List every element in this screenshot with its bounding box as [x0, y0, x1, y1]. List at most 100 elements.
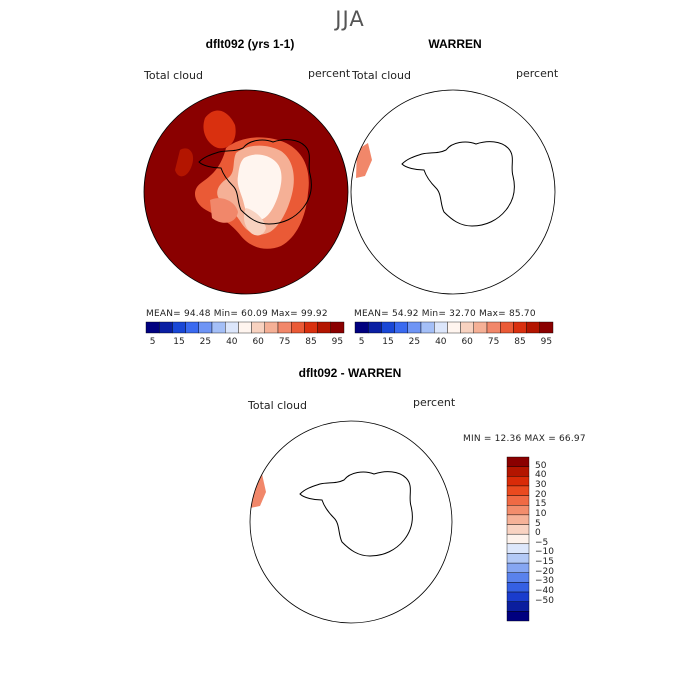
colorbar-panel-1-swatch [330, 321, 345, 334]
colorbar-panel-2-swatch [381, 321, 395, 334]
colorbar-difference-swatch [506, 476, 530, 487]
colorbar-difference-swatch [506, 524, 530, 535]
panel-2-units: percent [516, 67, 559, 80]
colorbar-difference [506, 456, 530, 622]
colorbar-panel-2-tick-label: 25 [408, 337, 421, 347]
panel-2-map-frame [350, 89, 556, 295]
panel-1-stats: MEAN= 94.48 Min= 60.09 Max= 99.92 [146, 309, 328, 319]
colorbar-panel-2-swatch [526, 321, 540, 334]
colorbar-difference-tick-label: 20 [535, 489, 547, 500]
colorbar-panel-1-tick-label: 25 [199, 337, 212, 347]
season-title: JJA [335, 7, 365, 31]
colorbar-panel-1-tick-label: 75 [278, 337, 291, 347]
colorbar-panel-1 [145, 321, 345, 334]
colorbar-panel-1-tick-label: 15 [173, 337, 185, 347]
colorbar-difference-swatch [506, 456, 530, 467]
colorbar-panel-1-swatch [145, 321, 160, 334]
colorbar-difference-tick-label: 5 [535, 518, 541, 529]
colorbar-difference-swatch [506, 466, 530, 477]
colorbar-difference-tick-label: 0 [535, 528, 541, 539]
colorbar-difference-swatch [506, 553, 530, 564]
panel-3-field-label: Total cloud [248, 399, 307, 412]
colorbar-panel-1-swatch [291, 321, 305, 334]
colorbar-difference-swatch [506, 611, 530, 622]
colorbar-panel-2-swatch [500, 321, 514, 334]
colorbar-difference-tick-label: −15 [535, 557, 554, 568]
colorbar-panel-1-swatch [251, 321, 266, 334]
colorbar-difference-swatch [506, 601, 530, 612]
panel-2-stats: MEAN= 54.92 Min= 32.70 Max= 85.70 [354, 309, 536, 319]
colorbar-panel-2-swatch [407, 321, 422, 334]
panel-3-title: dflt092 - WARREN [298, 366, 402, 380]
colorbar-difference-tick-label: 30 [535, 479, 547, 490]
panel-1-title: dflt092 (yrs 1-1) [205, 37, 295, 51]
colorbar-panel-1-tick-label: 85 [305, 337, 317, 347]
panel-1-map [143, 89, 349, 295]
colorbar-difference-swatch [506, 572, 530, 583]
panel-3-stats: MIN = 12.36 MAX = 66.97 [463, 434, 586, 444]
colorbar-panel-2-swatch [486, 321, 501, 334]
colorbar-difference-tick-label: −10 [535, 547, 554, 558]
panel-3-units: percent [413, 396, 456, 409]
colorbar-panel-1-swatch [211, 321, 226, 334]
colorbar-difference-swatch [506, 514, 530, 525]
colorbar-difference-tick-label: 40 [535, 470, 547, 481]
colorbar-panel-2-tick-label: 75 [487, 337, 500, 347]
colorbar-panel-2-swatch [473, 321, 488, 334]
colorbar-panel-1-swatch [317, 321, 332, 334]
colorbar-panel-2-tick-label: 95 [540, 337, 553, 347]
colorbar-panel-1-swatch [198, 321, 213, 334]
colorbar-panel-2-swatch [368, 321, 382, 334]
panel-2-observed-patch [356, 143, 372, 178]
colorbar-panel-1-tick-label: 95 [331, 337, 344, 347]
panel-2-map [350, 89, 556, 295]
colorbar-panel-2-swatch [354, 321, 369, 334]
colorbar-panel-1-swatch [238, 321, 252, 334]
colorbar-difference-swatch [506, 533, 530, 545]
panel-3-map-frame [249, 420, 453, 624]
colorbar-panel-1-swatch [264, 321, 279, 334]
colorbar-difference-swatch [506, 505, 530, 516]
panel-2-title: WARREN [428, 37, 482, 51]
colorbar-difference-tick-label: −30 [535, 576, 554, 587]
colorbar-difference-swatch [506, 591, 530, 602]
colorbar-panel-2-swatch [447, 321, 461, 334]
colorbar-panel-1-swatch [158, 321, 173, 334]
colorbar-difference-tick-label: 50 [535, 460, 547, 471]
colorbar-panel-2-swatch [513, 321, 527, 334]
colorbar-panel-2 [354, 321, 554, 334]
colorbar-difference-tick-label: −20 [535, 566, 554, 577]
colorbar-difference-swatch [506, 543, 530, 554]
colorbar-difference-tick-label: −5 [535, 537, 549, 548]
colorbar-panel-2-tick-label: 60 [461, 337, 473, 347]
colorbar-panel-2-swatch [539, 321, 554, 334]
colorbar-panel-2-tick-label: 40 [435, 337, 447, 347]
colorbar-panel-2-tick-label: 5 [358, 337, 365, 347]
colorbar-panel-1-tick-label: 40 [226, 337, 238, 347]
colorbar-panel-2-swatch [460, 321, 475, 334]
colorbar-difference-tick-label: −50 [535, 595, 554, 606]
colorbar-difference-swatch [506, 495, 530, 506]
panel-2-field-label: Total cloud [352, 69, 411, 82]
colorbar-difference-tick-label: 15 [535, 499, 547, 510]
colorbar-panel-2-tick-label: 15 [382, 337, 394, 347]
colorbar-difference-swatch [506, 582, 530, 593]
colorbar-panel-1-swatch [185, 321, 200, 334]
colorbar-panel-2-tick-label: 85 [514, 337, 526, 347]
colorbar-panel-1-tick-label: 5 [149, 337, 156, 347]
colorbar-panel-2-swatch [420, 321, 435, 334]
panel-1-map-frame [143, 89, 349, 295]
panel-1-field-label: Total cloud [144, 69, 203, 82]
panel-1-units: percent [308, 67, 351, 80]
colorbar-difference-tick-label: 10 [535, 508, 547, 519]
colorbar-difference-swatch [506, 562, 530, 573]
panel-3-map [249, 420, 453, 624]
colorbar-panel-1-tick-label: 60 [252, 337, 264, 347]
colorbar-panel-1-swatch [172, 321, 186, 334]
colorbar-panel-1-swatch [224, 321, 239, 334]
colorbar-panel-1-swatch [304, 321, 318, 334]
colorbar-panel-2-swatch [434, 321, 448, 334]
colorbar-panel-1-swatch [277, 321, 292, 334]
colorbar-panel-2-swatch [394, 321, 409, 334]
